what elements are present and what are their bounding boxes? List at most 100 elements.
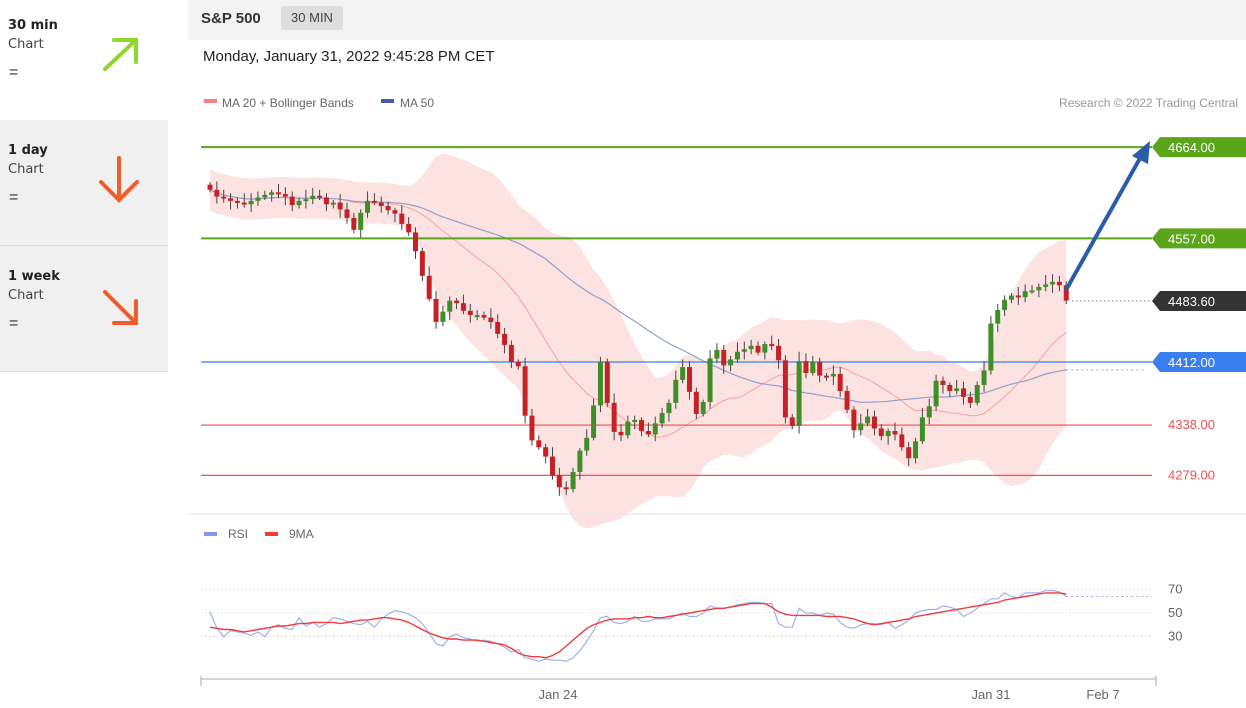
candle-body (584, 437, 590, 451)
candle-body (296, 200, 302, 206)
candle-body (495, 321, 501, 334)
candle-body (563, 487, 569, 490)
candle (659, 408, 665, 428)
candle (337, 194, 343, 218)
candle-body (755, 345, 761, 353)
candle (454, 298, 460, 310)
candle (399, 205, 405, 230)
candle (570, 467, 576, 493)
candle-body (385, 205, 391, 211)
candle (1002, 295, 1008, 316)
candle-body (961, 388, 966, 397)
candle (502, 327, 508, 354)
candle (933, 374, 939, 411)
sidebar-item-30min[interactable]: 30 min Chart = (0, 0, 168, 120)
x-tick-label: Feb 7 (1086, 687, 1119, 702)
candle (673, 370, 679, 409)
candle-body (248, 200, 254, 205)
candle (899, 427, 905, 451)
candle-body (632, 419, 638, 422)
price-chart[interactable]: MA 20 + Bollinger Bands MA 50 Research ©… (188, 0, 1246, 708)
candle (289, 191, 295, 212)
candle (467, 304, 473, 323)
candle-body (769, 344, 775, 347)
candle-body (378, 202, 384, 206)
candle (1043, 275, 1049, 292)
candle (789, 413, 795, 430)
bollinger-bands (210, 153, 1067, 529)
candle-body (817, 361, 823, 376)
candle-body (762, 344, 768, 353)
legend-label-ma20: MA 20 + Bollinger Bands (222, 96, 354, 110)
candle (234, 197, 240, 209)
candle (803, 353, 809, 379)
candle (700, 399, 706, 417)
candle (515, 359, 521, 370)
candle-body (406, 223, 412, 233)
candle (666, 399, 672, 422)
candle (618, 424, 624, 442)
instrument-name: S&P 500 (201, 10, 261, 27)
candle-body (371, 200, 377, 203)
candle-body (782, 360, 788, 418)
candle-body (262, 194, 268, 198)
candle-body (1015, 295, 1021, 298)
candle-body (858, 423, 864, 431)
sidebar-item-1day[interactable]: 1 day Chart = (0, 120, 168, 245)
candle-body (721, 350, 727, 366)
candle-body (796, 361, 802, 426)
candle (262, 190, 268, 201)
candle (207, 182, 213, 193)
candle (913, 437, 919, 464)
candle (707, 350, 713, 409)
level-label-resistance: 4557.00 (1168, 231, 1215, 246)
down-right-arrow-icon (103, 290, 138, 325)
candle-body (830, 373, 836, 377)
candle (460, 294, 466, 315)
candle-body (556, 475, 562, 488)
candle-body (440, 311, 446, 322)
candle-body (515, 361, 521, 367)
timeframe-badge[interactable]: 30 MIN (281, 6, 343, 30)
candle-body (1029, 290, 1035, 293)
candle-body (1008, 295, 1014, 300)
level-label-resistance: 4664.00 (1168, 140, 1215, 155)
candle-body (1043, 284, 1049, 287)
candle-body (954, 388, 960, 391)
candle-body (933, 380, 939, 407)
candle (981, 361, 987, 392)
candle (748, 339, 754, 355)
candle (611, 393, 617, 441)
rsi-legend: RSI 9MA (204, 527, 314, 541)
candle (851, 406, 857, 438)
candle (378, 196, 384, 213)
candle (495, 314, 501, 339)
candle (871, 410, 877, 436)
candle-body (885, 431, 891, 437)
candle-body (597, 361, 603, 406)
candle-body (899, 434, 905, 448)
candle (865, 408, 871, 426)
candle-body (878, 428, 884, 437)
candle-body (748, 345, 754, 350)
sidebar-item-1week[interactable]: 1 week Chart = (0, 245, 168, 372)
candle (728, 356, 734, 372)
candle (796, 351, 802, 434)
candle-body (734, 351, 740, 360)
timeframe-sidebar: 30 min Chart = 1 day Chart = 1 week Char… (0, 0, 168, 708)
candle (878, 424, 884, 441)
candle-body (844, 390, 850, 410)
candle (481, 311, 487, 321)
moving-averages (209, 189, 1146, 438)
rsi-tick-label: 50 (1168, 605, 1182, 620)
candle (906, 442, 912, 466)
candle (508, 340, 514, 368)
candle (447, 296, 453, 321)
candle (556, 467, 562, 496)
legend-swatch-ma50 (381, 99, 394, 103)
level-tag-resistance (1152, 137, 1246, 158)
candle-body (1036, 286, 1042, 291)
candle (995, 304, 1001, 333)
candle (741, 341, 747, 360)
candle (1015, 286, 1021, 305)
